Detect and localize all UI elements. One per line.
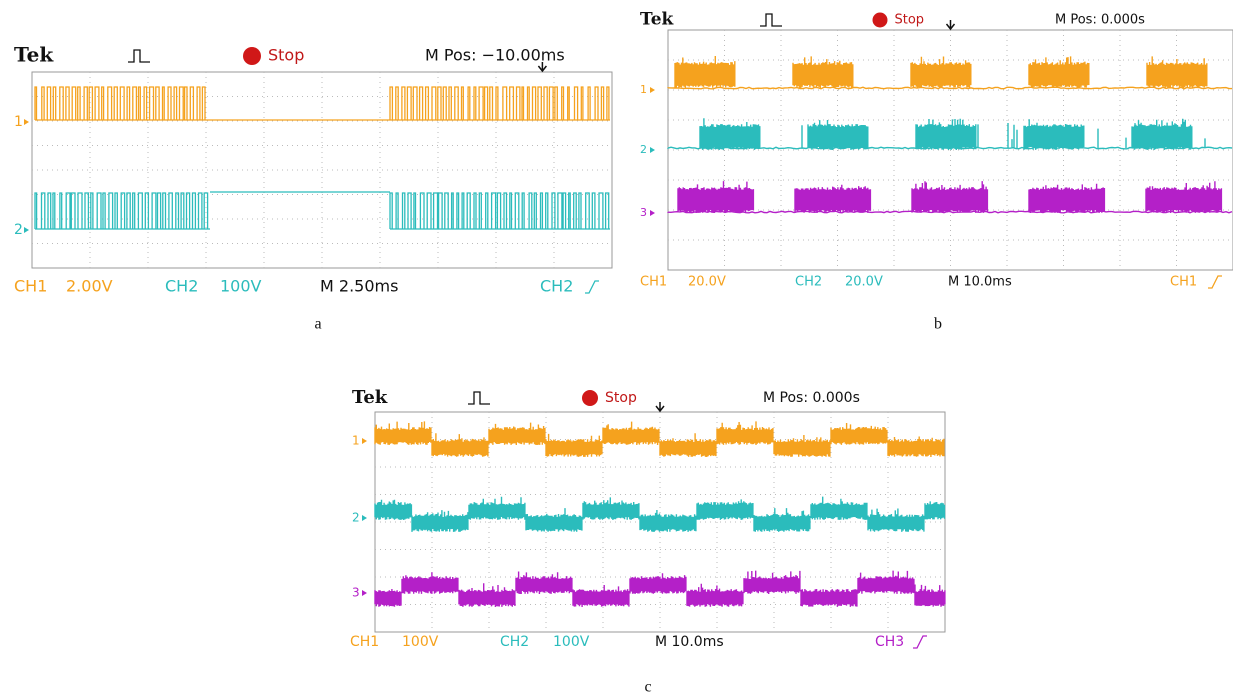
channel-marker: 3 xyxy=(352,586,360,600)
caption: b xyxy=(934,316,942,333)
channel-arrow xyxy=(24,227,29,233)
status: Stop xyxy=(895,13,925,28)
status: Stop xyxy=(268,46,304,65)
trigger-slope xyxy=(585,281,599,293)
channel-marker: 1 xyxy=(352,434,360,448)
footer-label: CH2 xyxy=(540,277,573,296)
brand: Tek xyxy=(14,43,54,67)
footer-label: CH2 xyxy=(500,634,529,650)
trigger-icon xyxy=(468,392,490,404)
channel-arrow xyxy=(650,87,655,93)
channel-marker: 1 xyxy=(14,114,23,130)
figure: Tek Stop M Pos: −10.00ms 1 2 CH1 2.00V CH2 100V M… xyxy=(0,0,1233,696)
channel-arrow xyxy=(362,590,367,596)
footer-label: 100V xyxy=(402,634,439,650)
page: {"panels": [ {"brand": "Tek", "status": … xyxy=(0,0,1233,696)
stop-indicator xyxy=(243,47,261,65)
footer-label: M 10.0ms xyxy=(948,275,1012,290)
position: M Pos: −10.00ms xyxy=(425,46,565,65)
channel-marker: 2 xyxy=(14,222,23,238)
footer-label: CH1 xyxy=(640,275,667,290)
channel-marker: 2 xyxy=(352,511,360,525)
scope-panel: Tek Stop M Pos: 0.000s 1 2 3 CH1 20.0V CH2 20.0V M… xyxy=(640,10,1233,333)
caption: c xyxy=(644,679,651,696)
footer-label: 100V xyxy=(553,634,590,650)
position: M Pos: 0.000s xyxy=(1055,13,1145,28)
trigger-marker xyxy=(656,402,664,411)
footer-label: M 2.50ms xyxy=(320,277,398,296)
scope-panel: Tek Stop M Pos: −10.00ms 1 2 CH1 2.00V CH2 100V M… xyxy=(14,43,612,333)
position: M Pos: 0.000s xyxy=(763,390,860,406)
channel-marker: 2 xyxy=(640,143,647,156)
footer-label: 2.00V xyxy=(66,277,113,296)
footer-label: 20.0V xyxy=(845,275,883,290)
channel-marker: 1 xyxy=(640,83,647,96)
footer-label: 20.0V xyxy=(688,275,726,290)
stop-indicator xyxy=(582,390,598,406)
scope-panel: Tek Stop M Pos: 0.000s 1 2 3 CH1 100V CH2 100V M 1… xyxy=(350,387,945,696)
footer-label: CH3 xyxy=(875,634,904,650)
channel-arrow xyxy=(362,515,367,521)
channel-arrow xyxy=(362,438,367,444)
brand: Tek xyxy=(640,10,675,30)
trigger-icon xyxy=(760,14,782,26)
channel-arrow xyxy=(24,119,29,125)
brand: Tek xyxy=(352,387,388,408)
footer-label: CH1 xyxy=(1170,275,1197,290)
footer-label: CH2 xyxy=(165,277,198,296)
trigger-slope xyxy=(913,636,927,648)
channel-arrow xyxy=(650,210,655,216)
footer-label: M 10.0ms xyxy=(655,634,724,650)
footer-label: 100V xyxy=(220,277,262,296)
trigger-marker xyxy=(947,20,955,29)
footer-label: CH1 xyxy=(350,634,379,650)
status: Stop xyxy=(605,390,637,406)
trigger-icon xyxy=(128,50,150,62)
channel-marker: 3 xyxy=(640,206,647,219)
footer-label: CH2 xyxy=(795,275,822,290)
caption: a xyxy=(314,316,321,333)
footer-label: CH1 xyxy=(14,277,47,296)
trigger-slope xyxy=(1208,276,1222,288)
channel-arrow xyxy=(650,147,655,153)
stop-indicator xyxy=(873,13,888,28)
